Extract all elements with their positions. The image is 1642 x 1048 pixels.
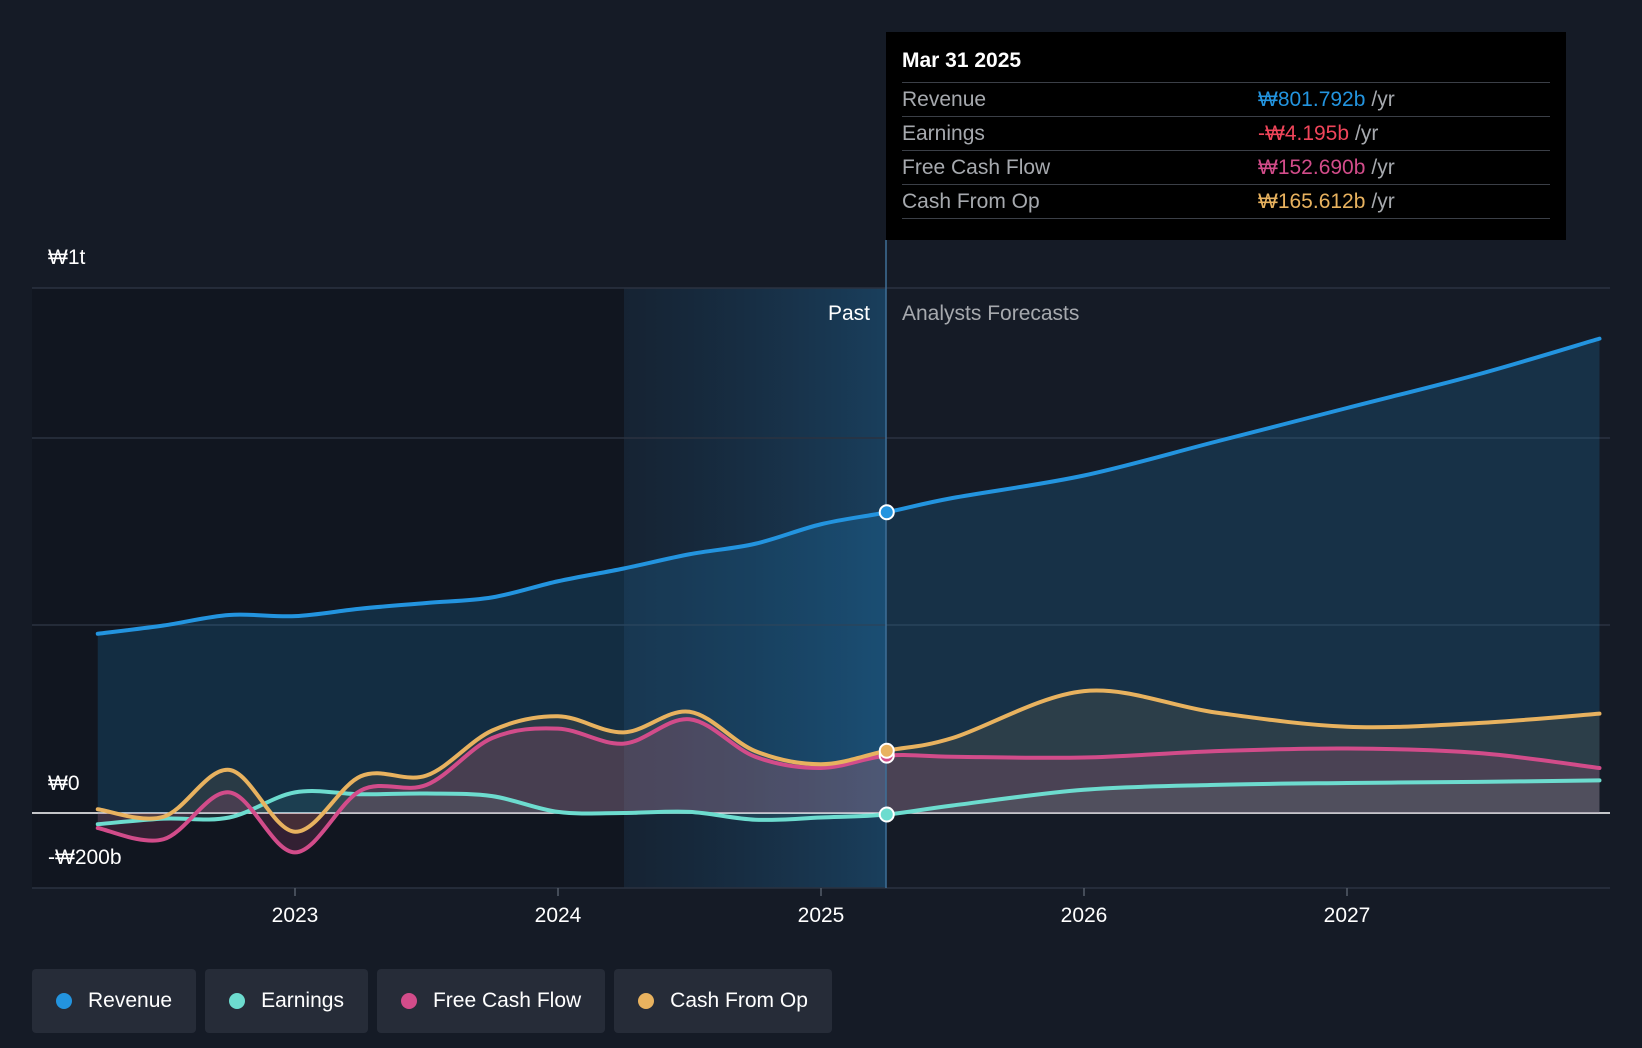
tooltip-name: Cash From Op xyxy=(902,190,1040,213)
revenue-dot-icon xyxy=(56,993,72,1009)
free-cash-flow-line xyxy=(95,717,1602,855)
revenue-area xyxy=(97,338,1600,813)
tooltip-value: ₩165.612b xyxy=(1258,190,1366,213)
tooltip-unit: /yr xyxy=(1371,156,1395,179)
series-markers xyxy=(878,504,895,823)
x-tick-label: 2024 xyxy=(535,904,582,927)
cash-from-op-line xyxy=(95,688,1602,834)
tooltip-row-free-cash-flow: Free Cash Flow ₩152.690b /yr xyxy=(902,150,1550,184)
data-tooltip: Mar 31 2025 Revenue ₩801.792b /yr Earnin… xyxy=(886,32,1566,240)
legend-label: Free Cash Flow xyxy=(432,989,582,1012)
legend-label: Revenue xyxy=(88,989,173,1012)
revenue-line xyxy=(95,336,1602,636)
past-region xyxy=(624,288,886,888)
tooltip-unit: /yr xyxy=(1371,88,1395,111)
tooltip-row-earnings: Earnings -₩4.195b /yr xyxy=(902,116,1550,150)
tooltip-row-cash-from-op: Cash From Op ₩165.612b /yr xyxy=(902,184,1550,219)
tooltip-name: Revenue xyxy=(902,88,987,111)
revenue-point xyxy=(878,504,895,521)
earnings-dot-icon xyxy=(229,993,246,1009)
earnings-point xyxy=(878,806,895,823)
x-axis-labels: 2023 2024 2025 2026 2027 xyxy=(272,888,1371,927)
y-tick-label: ₩1t xyxy=(48,246,86,269)
legend-label: Earnings xyxy=(261,989,344,1012)
legend-label: Cash From Op xyxy=(670,989,808,1012)
cash-from-op-dot-icon xyxy=(638,993,655,1009)
tooltip-value: ₩152.690b xyxy=(1258,156,1366,179)
chart-legend: Revenue Earnings Free Cash Flow Cash Fro… xyxy=(32,969,832,1033)
y-tick-label: ₩0 xyxy=(48,772,80,795)
x-tick-label: 2025 xyxy=(798,904,845,927)
legend-item-cash-from-op[interactable]: Cash From Op xyxy=(614,969,832,1033)
legend-item-revenue[interactable]: Revenue xyxy=(32,969,197,1033)
series-lines xyxy=(95,336,1602,855)
tooltip-unit: /yr xyxy=(1371,190,1395,213)
earnings-line xyxy=(95,778,1602,827)
y-tick-label: -₩200b xyxy=(48,846,122,869)
x-tick-label: 2023 xyxy=(272,904,319,927)
x-tick-label: 2026 xyxy=(1061,904,1108,927)
y-axis-labels: ₩1t ₩0 -₩200b xyxy=(48,246,122,869)
free-cash-flow-dot-icon xyxy=(400,993,417,1009)
tooltip-name: Free Cash Flow xyxy=(902,156,1051,179)
tooltip-value: -₩4.195b xyxy=(1258,122,1350,145)
cash-from-op-point xyxy=(878,742,895,759)
tooltip-value: ₩801.792b xyxy=(1258,88,1366,111)
earnings-area xyxy=(97,780,1600,825)
tooltip-unit: /yr xyxy=(1355,122,1379,145)
legend-item-free-cash-flow[interactable]: Free Cash Flow xyxy=(376,969,606,1033)
past-label: Past xyxy=(828,302,870,325)
legend-item-earnings[interactable]: Earnings xyxy=(205,969,368,1033)
x-tick-label: 2027 xyxy=(1324,904,1371,927)
tooltip-name: Earnings xyxy=(902,122,985,145)
forecast-label: Analysts Forecasts xyxy=(902,302,1079,325)
tooltip-date: Mar 31 2025 xyxy=(902,49,1022,72)
tooltip-row-revenue: Revenue ₩801.792b /yr xyxy=(902,82,1550,116)
